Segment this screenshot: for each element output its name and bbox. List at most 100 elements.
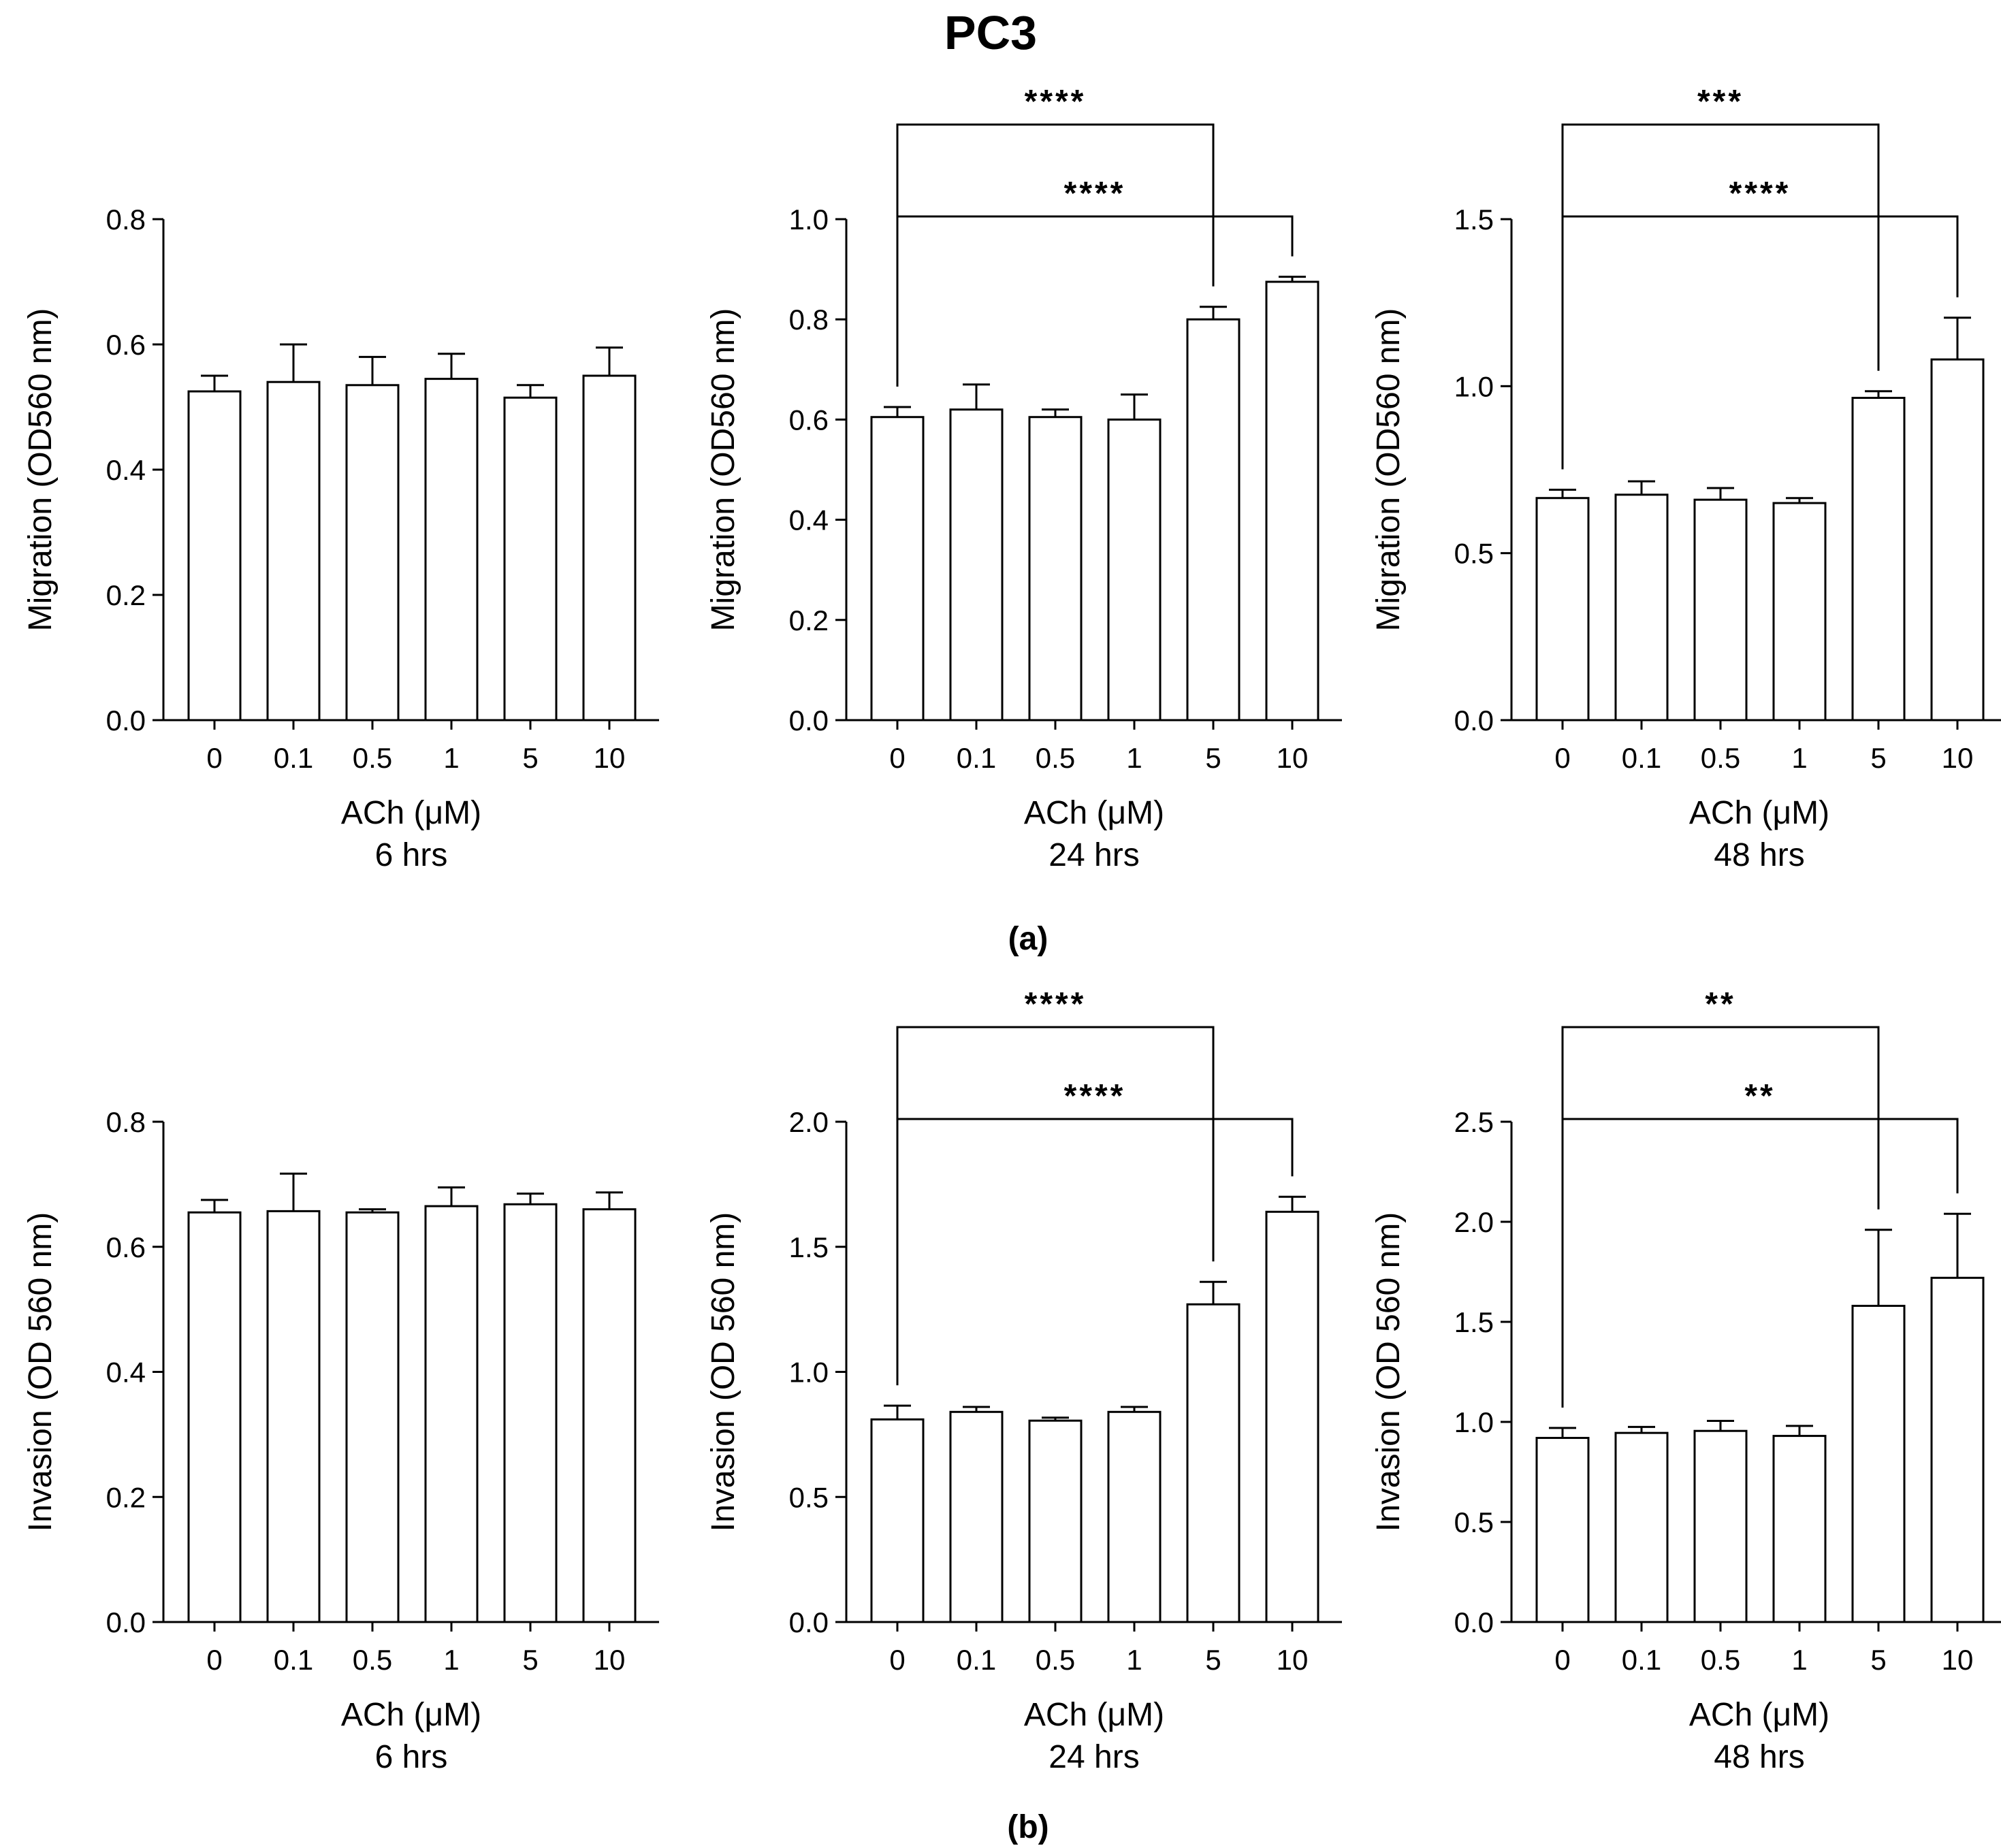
bar xyxy=(870,1418,925,1623)
bar xyxy=(1693,1429,1748,1623)
x-tick-label: 1 xyxy=(1126,742,1142,774)
x-tick-label: 0 xyxy=(889,742,905,774)
significance-bracket xyxy=(896,1118,1294,1386)
y-tick-label: 0.5 xyxy=(1454,538,1494,570)
significance-bracket xyxy=(1561,123,1880,470)
x-tick-label: 1 xyxy=(1791,1644,1807,1676)
y-tick-label: 1.5 xyxy=(1454,1306,1494,1338)
significance-bracket xyxy=(896,123,1215,387)
y-tick-label: 0.2 xyxy=(106,579,146,611)
bar xyxy=(1265,280,1319,722)
chart-panel-0: 0.0 0.2 0.4 0.6 0.8 0 0.1 0.5 1 5 10 ACh (μM) 6 hrs M… xyxy=(22,204,659,873)
bar xyxy=(1693,498,1748,722)
significance-label: ** xyxy=(1744,1078,1775,1114)
x-tick-label: 0.1 xyxy=(1622,1644,1661,1676)
bar xyxy=(187,1211,242,1623)
bar xyxy=(582,1208,637,1623)
y-tick-label: 0.0 xyxy=(1454,704,1494,736)
bar xyxy=(582,374,637,722)
bar xyxy=(1930,358,1985,722)
x-tick-label: 0.1 xyxy=(274,1644,313,1676)
bar xyxy=(266,1210,321,1623)
y-tick-label: 2.5 xyxy=(1454,1106,1494,1138)
y-axis-label: Migration (OD560 nm) xyxy=(22,308,59,632)
time-label: 48 hrs xyxy=(1714,837,1804,873)
x-tick-label: 1 xyxy=(443,1644,459,1676)
significance-bracket xyxy=(1561,1118,1959,1408)
time-label: 48 hrs xyxy=(1714,1739,1804,1775)
bar xyxy=(1772,502,1827,722)
time-label: 24 hrs xyxy=(1048,837,1139,873)
y-axis-label: Invasion (OD 560 nm) xyxy=(22,1212,59,1532)
x-tick-label: 0.5 xyxy=(353,742,392,774)
y-tick-label: 0.2 xyxy=(789,604,829,636)
x-tick-label: 5 xyxy=(1870,742,1886,774)
bar xyxy=(949,1410,1004,1623)
y-tick-label: 0.4 xyxy=(106,1357,146,1389)
row-label-b: (b) xyxy=(1007,1809,1048,1845)
bar xyxy=(503,396,558,722)
y-tick-label: 0.2 xyxy=(106,1481,146,1513)
bar xyxy=(424,378,479,722)
bar xyxy=(1614,1431,1669,1623)
y-tick-label: 2.0 xyxy=(1454,1206,1494,1238)
bar xyxy=(1614,493,1669,722)
y-tick-label: 0.4 xyxy=(789,504,829,536)
significance-label: *** xyxy=(1697,84,1744,120)
bar xyxy=(1028,1419,1083,1623)
x-tick-label: 0.5 xyxy=(1701,742,1740,774)
significance-label: **** xyxy=(1064,176,1126,212)
bar xyxy=(266,380,321,722)
y-tick-label: 0.0 xyxy=(789,704,829,736)
x-tick-label: 5 xyxy=(1205,1644,1221,1676)
x-tick-label: 5 xyxy=(522,1644,538,1676)
time-label: 24 hrs xyxy=(1048,1739,1139,1775)
significance-label: ** xyxy=(1705,986,1735,1022)
bar xyxy=(1186,1303,1240,1623)
x-tick-label: 10 xyxy=(1942,1644,1974,1676)
x-tick-label: 0.5 xyxy=(353,1644,392,1676)
chart-panel-5: 0.0 0.5 1.0 1.5 2.0 2.5 0 0.1 0.5 1 5 10 ACh (μM) 48 … xyxy=(1371,986,2001,1775)
y-axis-label: Migration (OD560 nm) xyxy=(1371,308,1407,632)
y-tick-label: 2.0 xyxy=(789,1106,829,1138)
y-tick-label: 0.8 xyxy=(106,204,146,236)
bar xyxy=(1186,318,1240,722)
significance-label: **** xyxy=(1064,1078,1126,1114)
x-tick-label: 0.1 xyxy=(1622,742,1661,774)
y-axis-label: Invasion (OD 560 nm) xyxy=(705,1212,741,1532)
bar xyxy=(503,1203,558,1623)
x-tick-label: 0.1 xyxy=(957,742,996,774)
bar xyxy=(1535,1437,1590,1623)
figure-title: PC3 xyxy=(944,6,1037,59)
chart-panel-2: 0.0 0.5 1.0 1.5 0 0.1 0.5 1 5 10 ACh (μM) 48 hrs Mig… xyxy=(1371,84,2001,873)
x-tick-label: 5 xyxy=(1870,1644,1886,1676)
y-tick-label: 0.6 xyxy=(106,1231,146,1263)
bar xyxy=(1851,397,1906,722)
y-tick-label: 0.6 xyxy=(789,404,829,436)
x-tick-label: 0 xyxy=(889,1644,905,1676)
bar xyxy=(1028,416,1083,722)
x-axis-label: ACh (μM) xyxy=(1024,1697,1164,1733)
y-tick-label: 1.0 xyxy=(1454,1406,1494,1438)
y-tick-label: 0.5 xyxy=(789,1481,829,1513)
x-tick-label: 10 xyxy=(1277,1644,1309,1676)
x-tick-label: 10 xyxy=(1277,742,1309,774)
y-tick-label: 0.4 xyxy=(106,454,146,486)
y-tick-label: 0.0 xyxy=(789,1606,829,1638)
time-label: 6 hrs xyxy=(375,837,448,873)
bar xyxy=(187,390,242,722)
bar xyxy=(1107,418,1162,722)
x-tick-label: 0 xyxy=(1554,742,1570,774)
y-tick-label: 0.0 xyxy=(106,704,146,736)
y-tick-label: 0.8 xyxy=(789,304,829,336)
y-tick-label: 1.5 xyxy=(1454,204,1494,236)
chart-panel-1: 0.0 0.2 0.4 0.6 0.8 1.0 0 0.1 0.5 1 5 10 ACh (μM) 24 … xyxy=(705,84,1342,873)
y-tick-label: 0.5 xyxy=(1454,1506,1494,1538)
y-tick-label: 0.8 xyxy=(106,1106,146,1138)
bar xyxy=(1772,1435,1827,1623)
x-axis-label: ACh (μM) xyxy=(1024,795,1164,831)
x-tick-label: 0 xyxy=(1554,1644,1570,1676)
x-tick-label: 1 xyxy=(1126,1644,1142,1676)
x-tick-label: 0 xyxy=(206,1644,222,1676)
